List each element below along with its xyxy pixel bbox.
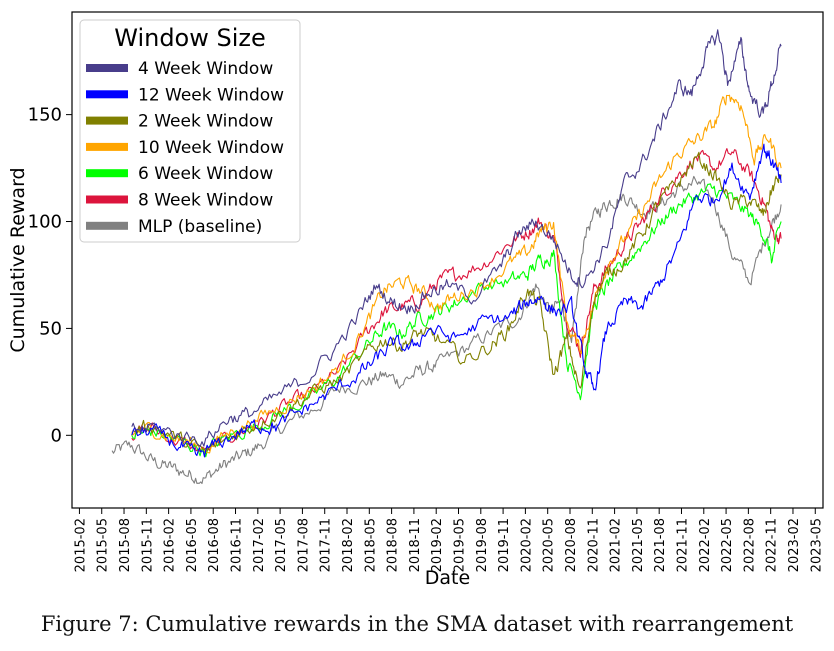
x-tick-label: 2016-08: [207, 518, 222, 572]
x-tick-label: 2023-05: [809, 518, 824, 572]
x-tick-label: 2021-11: [675, 518, 690, 572]
x-tick-label: 2022-08: [742, 518, 757, 572]
series-line-3: [131, 151, 782, 451]
x-tick-label: 2023-02: [787, 518, 802, 572]
figure-caption: Figure 7: Cumulative rewards in the SMA …: [40, 612, 794, 636]
x-tick-label: 2021-02: [609, 518, 624, 572]
legend-swatch: [86, 195, 128, 204]
x-tick-label: 2019-05: [453, 518, 468, 572]
legend-swatch: [86, 221, 128, 230]
legend-box: [79, 19, 301, 243]
legend-title: Window Size: [114, 24, 266, 52]
x-tick-label: 2021-05: [631, 518, 646, 572]
y-axis-label: Cumulative Reward: [7, 167, 29, 352]
x-tick-label: 2022-11: [765, 518, 780, 572]
y-tick-label: 100: [28, 212, 62, 233]
x-tick-label: 2015-05: [96, 518, 111, 572]
series-line-2: [131, 143, 782, 458]
x-tick-label: 2018-05: [363, 518, 378, 572]
x-tick-label: 2020-08: [564, 518, 579, 572]
legend-swatch: [86, 116, 128, 125]
x-tick-label: 2016-02: [163, 518, 178, 572]
x-tick-label: 2015-11: [140, 518, 155, 572]
series-line-5: [131, 183, 782, 458]
x-tick-label: 2017-11: [319, 518, 334, 572]
x-tick-label: 2018-02: [341, 518, 356, 572]
legend-label: 12 Week Window: [138, 85, 284, 105]
x-tick-label: 2021-08: [653, 518, 668, 572]
x-tick-label: 2020-11: [586, 518, 601, 572]
legend-swatch: [86, 64, 128, 72]
x-tick-label: 2016-05: [185, 518, 200, 572]
x-tick-label: 2016-11: [230, 518, 245, 572]
x-tick-label: 2017-05: [274, 518, 289, 572]
x-tick-label: 2022-02: [698, 518, 713, 572]
x-tick-label: 2020-05: [542, 518, 557, 572]
x-tick-label: 2019-11: [497, 518, 512, 572]
x-tick-label: 2018-11: [408, 518, 423, 572]
legend: Window Size 4 Week Window 12 Week Window 2…: [79, 19, 301, 243]
x-tick-label: 2022-05: [720, 518, 735, 572]
series-line-1: [131, 29, 782, 448]
legend-label: 2 Week Window: [138, 112, 273, 132]
x-tick-label: 2018-08: [386, 518, 401, 572]
plot-frame: [71, 11, 824, 509]
y-tick-label: 150: [28, 105, 62, 126]
legend-label: 6 Week Window: [138, 164, 273, 184]
legend-label: 4 Week Window: [138, 59, 273, 79]
x-tick-label: 2020-02: [519, 518, 534, 572]
line-chart: 2015-02 2015-05 2015-08 2015-11 2016-02 2016-…: [7, 11, 824, 589]
x-tick-label: 2017-02: [252, 518, 267, 572]
x-tick-label: 2015-02: [73, 518, 88, 572]
x-tick-label: 2019-02: [430, 518, 445, 572]
x-tick-label: 2015-08: [118, 518, 133, 572]
legend-label: MLP (baseline): [138, 217, 262, 237]
y-tick-label: 0: [51, 425, 62, 446]
legend-swatch: [86, 169, 128, 178]
x-tick-label: 2017-08: [296, 518, 311, 572]
series-line-4: [131, 94, 782, 454]
legend-swatch: [86, 90, 128, 99]
legend-label: 10 Week Window: [138, 138, 284, 158]
x-axis-label: Date: [425, 567, 470, 589]
x-tick-label: 2019-08: [475, 518, 490, 572]
legend-label: 8 Week Window: [138, 191, 273, 211]
legend-swatch: [86, 142, 128, 151]
y-tick-label: 50: [39, 318, 62, 339]
